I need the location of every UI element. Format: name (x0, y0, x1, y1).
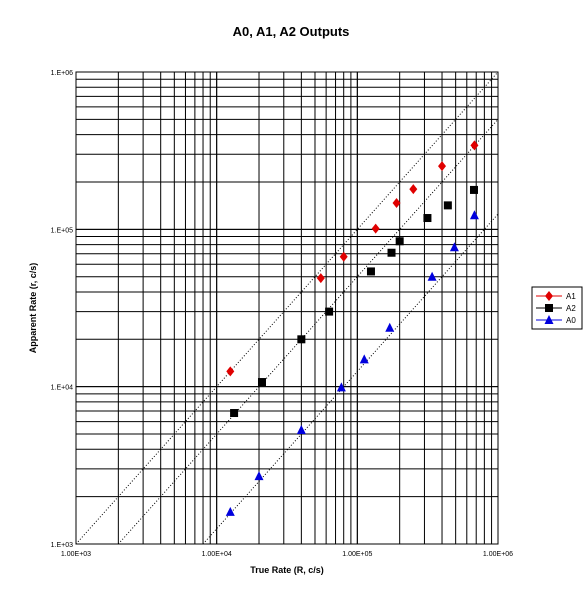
x-tick-label: 1.00E+06 (483, 551, 513, 558)
data-point (254, 471, 264, 481)
data-point (469, 185, 478, 194)
legend-marker (544, 315, 554, 324)
data-point (296, 425, 306, 435)
grid (76, 72, 498, 544)
legend: A1 A2 A0 (531, 286, 583, 330)
x-tick-label: 1.00E+03 (61, 551, 91, 558)
data-point (225, 506, 235, 516)
data-point (449, 242, 459, 252)
x-tick-label: 1.00E+05 (342, 551, 372, 558)
data-point (371, 223, 380, 234)
series-a2 (230, 185, 478, 418)
tick-labels: 1.00E+03 1.00E+04 1.00E+05 1.00E+06 1.E+03 1.… (51, 70, 514, 558)
data-point (316, 273, 325, 284)
data-point (387, 248, 396, 257)
data-marks (225, 140, 479, 516)
data-point (443, 201, 452, 210)
data-point (409, 184, 418, 195)
data-point (226, 366, 235, 377)
legend-item-a0: A0 (536, 315, 576, 325)
data-point (257, 378, 266, 387)
data-point (469, 210, 479, 220)
y-tick-label: 1.E+05 (51, 227, 73, 234)
data-point (427, 271, 437, 281)
chart-title: A0, A1, A2 Outputs (233, 24, 350, 39)
data-point (339, 251, 348, 262)
legend-label: A2 (566, 304, 576, 313)
y-tick-label: 1.E+03 (51, 542, 73, 549)
data-point (366, 267, 375, 276)
data-point (395, 237, 404, 246)
x-tick-label: 1.00E+04 (202, 551, 232, 558)
y-axis-label: Apparent Rate (r, c/s) (28, 263, 38, 354)
reference-line (117, 119, 499, 545)
data-point (392, 198, 401, 209)
series-a1 (226, 140, 479, 377)
reference-line (75, 71, 499, 545)
data-point (470, 140, 479, 151)
legend-marker (545, 291, 553, 301)
data-point (297, 335, 306, 344)
data-point (325, 307, 334, 316)
legend-label: A0 (566, 316, 576, 325)
legend-marker (545, 304, 553, 312)
data-point (336, 382, 346, 392)
legend-label: A1 (566, 292, 576, 301)
data-point (423, 214, 432, 223)
data-point (385, 322, 395, 332)
reference-lines (75, 71, 499, 545)
y-tick-label: 1.E+06 (51, 70, 73, 77)
data-point (230, 409, 239, 418)
data-point (438, 161, 447, 172)
data-point (359, 354, 369, 364)
legend-item-a2: A2 (536, 304, 576, 313)
legend-item-a1: A1 (536, 291, 576, 301)
series-a0 (225, 210, 479, 516)
x-axis-label: True Rate (R, c/s) (250, 565, 324, 575)
y-tick-label: 1.E+04 (51, 385, 73, 392)
